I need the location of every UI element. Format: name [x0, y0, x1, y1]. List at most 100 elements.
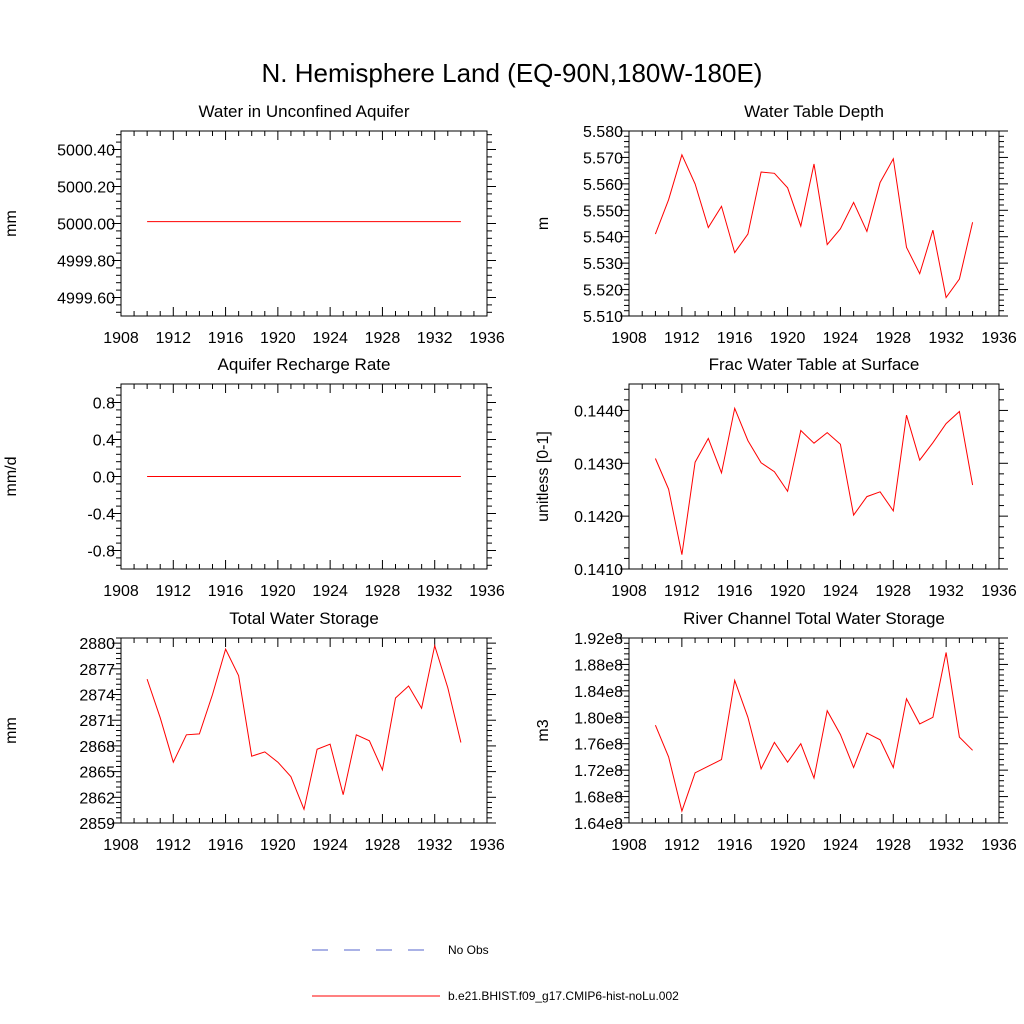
- x-tick-label: 1932: [928, 583, 964, 600]
- y-axis-label: m: [535, 217, 552, 230]
- x-tick-label: 1920: [770, 837, 806, 854]
- x-tick-label: 1932: [417, 837, 453, 854]
- x-tick-label: 1912: [664, 583, 700, 600]
- panels: Water in Unconfined Aquifer 1908 1912 1916 1…: [3, 102, 1017, 854]
- x-tick-label: 1912: [155, 837, 191, 854]
- x-tick-label: 1916: [717, 837, 753, 854]
- y-axis-label: m3: [535, 719, 552, 741]
- series-line-0: [654, 652, 973, 813]
- chart-panel-2: Aquifer Recharge Rate 1908 1912 1916 1920 192…: [3, 355, 505, 600]
- y-tick-label: 1.68e8: [574, 790, 623, 807]
- y-tick-label: 1.72e8: [574, 763, 623, 780]
- y-tick-label: -0.8: [87, 544, 115, 561]
- chart-panel-4: Total Water Storage 1908 1912 1916 1920 1924 1…: [3, 609, 505, 854]
- y-tick-label: 1.64e8: [574, 816, 623, 833]
- x-tick-label: 1932: [417, 330, 453, 347]
- x-tick-label: 1916: [208, 583, 244, 600]
- y-tick-label: 0.1410: [574, 562, 623, 579]
- x-tick-label: 1936: [469, 330, 505, 347]
- panel-title: Frac Water Table at Surface: [709, 355, 920, 374]
- legend-label-model: b.e21.BHIST.f09_g17.CMIP6-hist-noLu.002: [448, 989, 679, 1003]
- y-tick-label: 0.8: [93, 396, 115, 413]
- x-tick-label: 1916: [717, 583, 753, 600]
- y-tick-label: 0.1420: [574, 509, 623, 526]
- x-tick-label: 1928: [365, 837, 401, 854]
- plot-frame: [628, 130, 1000, 317]
- y-tick-label: 2880: [79, 636, 115, 653]
- y-tick-label: 0.1440: [574, 403, 623, 420]
- x-tick-label: 1924: [312, 837, 348, 854]
- x-tick-label: 1928: [875, 583, 911, 600]
- x-tick-label: 1936: [981, 837, 1017, 854]
- y-axis-label: unitless [0-1]: [535, 431, 552, 522]
- y-tick-label: 1.88e8: [574, 657, 623, 674]
- x-tick-label: 1924: [823, 837, 859, 854]
- panel-title: Water in Unconfined Aquifer: [198, 102, 409, 121]
- plot-frame: [628, 383, 1000, 570]
- y-tick-label: 5.520: [583, 283, 623, 300]
- y-tick-label: 5.580: [583, 124, 623, 141]
- legend: No Obs b.e21.BHIST.f09_g17.CMIP6-hist-no…: [312, 943, 679, 1003]
- x-tick-label: 1920: [260, 330, 296, 347]
- y-axis-label: mm: [3, 210, 20, 237]
- y-axis-label: mm: [3, 717, 20, 744]
- x-tick-label: 1920: [770, 330, 806, 347]
- x-tick-label: 1912: [155, 330, 191, 347]
- panel-title: Total Water Storage: [229, 609, 379, 628]
- y-tick-label: 5.540: [583, 230, 623, 247]
- panel-title: River Channel Total Water Storage: [683, 609, 945, 628]
- x-tick-label: 1936: [981, 583, 1017, 600]
- x-tick-label: 1916: [208, 837, 244, 854]
- x-tick-label: 1924: [312, 330, 348, 347]
- series-line-0: [654, 406, 974, 555]
- y-tick-label: 5000.00: [57, 217, 115, 234]
- series-line-0: [146, 643, 462, 811]
- y-tick-label: 1.92e8: [574, 631, 623, 648]
- x-tick-label: 1912: [155, 583, 191, 600]
- x-tick-label: 1924: [823, 330, 859, 347]
- x-tick-label: 1908: [611, 837, 647, 854]
- y-tick-label: 1.76e8: [574, 737, 623, 754]
- y-axis-label: mm/d: [3, 457, 20, 497]
- series-line-0: [654, 153, 974, 299]
- x-tick-label: 1928: [875, 330, 911, 347]
- x-tick-label: 1936: [981, 330, 1017, 347]
- x-tick-label: 1908: [103, 837, 139, 854]
- panel-title: Water Table Depth: [744, 102, 884, 121]
- plot-frame: [120, 130, 488, 317]
- x-tick-label: 1908: [611, 330, 647, 347]
- y-tick-label: 2859: [79, 816, 115, 833]
- y-tick-label: 0.0: [93, 470, 115, 487]
- y-tick-label: 5.510: [583, 309, 623, 326]
- x-tick-label: 1932: [928, 330, 964, 347]
- y-tick-label: 5000.20: [57, 180, 115, 197]
- x-tick-label: 1916: [208, 330, 244, 347]
- x-tick-label: 1908: [103, 330, 139, 347]
- y-tick-label: 2862: [79, 790, 115, 807]
- x-tick-label: 1928: [365, 330, 401, 347]
- x-tick-label: 1932: [928, 837, 964, 854]
- x-tick-label: 1928: [365, 583, 401, 600]
- legend-label-no-obs: No Obs: [448, 943, 489, 957]
- x-tick-label: 1936: [469, 837, 505, 854]
- y-tick-label: 2865: [79, 765, 115, 782]
- y-tick-label: 5.550: [583, 203, 623, 220]
- chart-panel-0: Water in Unconfined Aquifer 1908 1912 1916 1…: [3, 102, 505, 347]
- x-tick-label: 1912: [664, 837, 700, 854]
- x-tick-label: 1924: [312, 583, 348, 600]
- x-tick-label: 1908: [611, 583, 647, 600]
- x-tick-label: 1924: [823, 583, 859, 600]
- x-tick-label: 1920: [260, 837, 296, 854]
- x-tick-label: 1912: [664, 330, 700, 347]
- y-tick-label: 0.4: [93, 433, 115, 450]
- y-tick-label: 4999.80: [57, 254, 115, 271]
- chart-panel-5: River Channel Total Water Storage 1908 191…: [535, 609, 1017, 854]
- y-tick-label: 2868: [79, 739, 115, 756]
- y-tick-label: 1.80e8: [574, 710, 623, 727]
- y-tick-label: 5.530: [583, 256, 623, 273]
- x-tick-label: 1920: [770, 583, 806, 600]
- x-tick-label: 1932: [417, 583, 453, 600]
- x-tick-label: 1920: [260, 583, 296, 600]
- y-tick-label: 5000.40: [57, 143, 115, 160]
- figure-title: N. Hemisphere Land (EQ-90N,180W-180E): [262, 58, 763, 88]
